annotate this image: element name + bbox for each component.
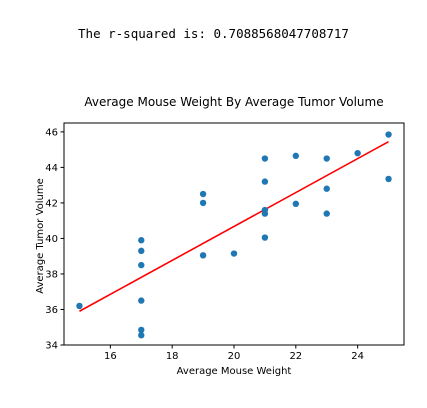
data-point [199,190,207,198]
data-point [199,252,207,259]
data-point [292,200,300,208]
x-axis-label: Average Mouse Weight [177,366,292,377]
data-point [323,185,330,192]
data-point [138,237,145,244]
y-tick-label: 42 [45,198,58,209]
y-tick-label: 46 [45,127,58,138]
r-squared-output: The r-squared is: 0.7088568047708717 [78,26,349,41]
data-point [138,326,145,334]
data-point [323,210,330,217]
data-point [261,155,269,162]
y-axis-ticks: 34 36 38 40 42 44 46 [45,127,64,352]
y-axis-label: Average Tumor Volume [35,178,46,294]
data-point [138,247,145,255]
data-point [138,332,145,339]
plot-axes [63,122,405,346]
x-tick-label: 22 [289,351,302,362]
data-point [261,210,269,217]
x-tick-label: 18 [166,351,179,362]
data-point [323,155,330,162]
x-tick-label: 20 [228,351,241,362]
regression-line [79,140,389,312]
data-point [261,178,269,185]
regression-line-layer [79,140,389,312]
scatter-points [76,131,392,339]
x-tick-label: 24 [351,351,364,362]
chart-title: Average Mouse Weight By Average Tumor Vo… [84,95,383,109]
data-point [261,234,269,241]
data-point [138,261,145,269]
data-point [138,297,145,304]
y-tick-label: 38 [45,269,58,280]
y-tick-label: 44 [45,163,58,174]
data-point [385,175,392,183]
data-point [354,149,361,157]
data-point [76,302,83,310]
data-point [199,199,207,207]
y-tick-label: 34 [45,341,58,352]
data-point [230,250,238,257]
x-tick-label: 16 [104,351,117,362]
data-point [292,152,300,160]
y-tick-label: 36 [45,305,58,316]
x-axis-ticks: 16 18 20 22 24 [104,345,364,362]
plot-frame [63,122,405,346]
y-tick-label: 40 [45,234,58,245]
data-point [385,131,392,138]
